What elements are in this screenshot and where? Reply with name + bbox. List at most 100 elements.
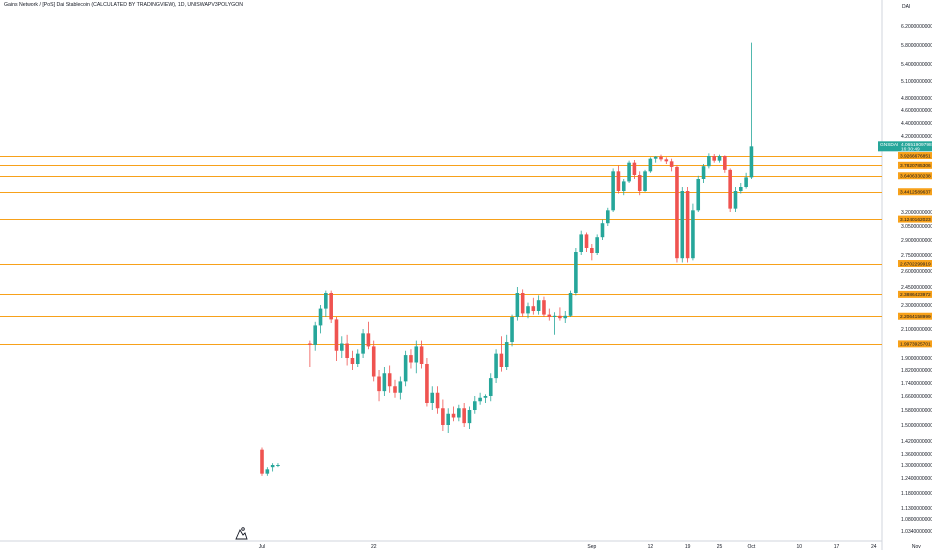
level-badge bbox=[898, 172, 932, 180]
candle-body bbox=[340, 343, 344, 351]
candle-body bbox=[387, 373, 392, 387]
x-tick-label: 19 bbox=[685, 544, 691, 550]
candle-body bbox=[473, 401, 477, 410]
candle-body bbox=[606, 210, 610, 224]
y-tick-label: 1.3600000000 bbox=[901, 452, 932, 458]
candle-body bbox=[425, 364, 429, 403]
y-tick-label: 1.0800000000 bbox=[901, 517, 932, 523]
tradingview-logo bbox=[235, 527, 248, 540]
x-tick-label: 17 bbox=[834, 544, 840, 550]
last-price-badge bbox=[878, 141, 932, 152]
candle-body bbox=[403, 355, 408, 382]
y-tick-label: 2.9000000000 bbox=[901, 238, 932, 244]
chart-title: Gains Network / [PoS] Dai Stablecoin (CA… bbox=[4, 2, 243, 8]
y-tick-label: 1.0340000000 bbox=[901, 529, 932, 535]
price-axis-badges: 3.9266676851 3.7820785306 3.6406330238 3.44… bbox=[878, 141, 932, 348]
candle-body bbox=[579, 234, 583, 252]
level-badge-label: 3.4412589637 bbox=[900, 190, 931, 196]
last-price-symbol: GNSDAI bbox=[880, 142, 898, 148]
candle-body bbox=[467, 410, 472, 424]
candle-body bbox=[308, 343, 312, 345]
candle-body bbox=[552, 315, 557, 317]
y-tick-label: 1.1800000000 bbox=[901, 491, 932, 497]
candle-body bbox=[329, 293, 333, 320]
y-tick-label: 1.3000000000 bbox=[901, 463, 932, 469]
x-tick-label: 10 bbox=[797, 544, 803, 550]
candle-body bbox=[345, 343, 349, 358]
y-tick-label: 6.2000000000 bbox=[901, 24, 932, 30]
y-tick-label: 4.2000000000 bbox=[901, 134, 932, 140]
y-tick-label: 1.9000000000 bbox=[901, 356, 932, 362]
candle-body bbox=[664, 159, 669, 162]
y-tick-label: 4.6000000000 bbox=[901, 108, 932, 114]
time-axis-ticks: Jul22Sep121925Oct101724Nov71421Dec12 bbox=[259, 544, 922, 550]
y-tick-label: 1.2400000000 bbox=[901, 476, 932, 482]
candle-body bbox=[536, 300, 541, 311]
candle-body bbox=[691, 210, 695, 259]
level-badge-label: 2.6702299919 bbox=[900, 261, 931, 267]
candle-body bbox=[318, 308, 323, 326]
candle-body bbox=[701, 166, 706, 179]
candle-body bbox=[733, 191, 738, 209]
candle-body bbox=[728, 169, 732, 209]
candle-body bbox=[483, 396, 488, 398]
candle-body bbox=[494, 353, 498, 379]
candle-body bbox=[595, 237, 599, 253]
currency-label: DAI bbox=[902, 4, 910, 10]
candle-body bbox=[574, 252, 578, 293]
level-badge-label: 3.9266676851 bbox=[900, 153, 931, 159]
level-badge bbox=[898, 188, 932, 196]
candle-body bbox=[526, 306, 530, 314]
candle-body bbox=[419, 346, 424, 364]
candle-body bbox=[324, 293, 328, 309]
candle-body bbox=[313, 325, 317, 345]
candle-body bbox=[675, 166, 679, 259]
candle-body bbox=[568, 293, 573, 316]
candle-body bbox=[558, 315, 562, 319]
candle-body bbox=[265, 469, 270, 474]
candle-body bbox=[377, 376, 381, 392]
level-badge-label: 2.3886423972 bbox=[900, 292, 931, 298]
candle-body bbox=[669, 161, 674, 167]
candle-body bbox=[366, 333, 371, 347]
y-tick-label: 2.1000000000 bbox=[901, 327, 932, 333]
candle-body bbox=[515, 293, 520, 317]
candle-body bbox=[499, 353, 504, 367]
x-tick-label: 12 bbox=[648, 544, 654, 550]
level-badge-label: 3.7820785306 bbox=[900, 163, 931, 169]
y-tick-label: 1.8200000000 bbox=[901, 368, 932, 374]
candle-body bbox=[260, 449, 264, 474]
level-badge-label: 3.1240162023 bbox=[900, 217, 931, 223]
candle-body bbox=[590, 248, 594, 253]
y-tick-label: 1.4200000000 bbox=[901, 439, 932, 445]
candle-body bbox=[600, 223, 605, 238]
y-tick-label: 3.0500000000 bbox=[901, 224, 932, 230]
candle-body bbox=[510, 317, 514, 343]
candle-body bbox=[621, 181, 626, 191]
candle-body bbox=[520, 293, 525, 314]
y-tick-label: 1.5800000000 bbox=[901, 408, 932, 414]
candle-body bbox=[659, 156, 663, 160]
candle-body bbox=[409, 355, 413, 363]
y-tick-label: 3.2000000000 bbox=[901, 210, 932, 216]
candle-body bbox=[355, 353, 360, 364]
candle-body bbox=[584, 234, 589, 248]
candle-body bbox=[723, 156, 727, 170]
level-badge bbox=[898, 290, 932, 298]
candle-body bbox=[478, 397, 482, 402]
y-tick-label: 1.5000000000 bbox=[901, 423, 932, 429]
candle-body bbox=[371, 346, 376, 377]
x-tick-label: 25 bbox=[717, 544, 723, 550]
candle-body bbox=[611, 171, 615, 211]
candle-body bbox=[547, 314, 552, 317]
x-tick-label: 24 bbox=[871, 544, 877, 550]
price-axis-ticks: 6.2000000000 5.8000000000 5.4000000000 5.10… bbox=[901, 24, 932, 535]
y-tick-label: 1.7400000000 bbox=[901, 381, 932, 387]
horizontal-levels bbox=[0, 156, 882, 345]
candle-body bbox=[696, 179, 701, 211]
candle-body bbox=[393, 386, 397, 393]
candle-body bbox=[632, 162, 637, 175]
x-tick-label: Jul bbox=[259, 544, 265, 550]
